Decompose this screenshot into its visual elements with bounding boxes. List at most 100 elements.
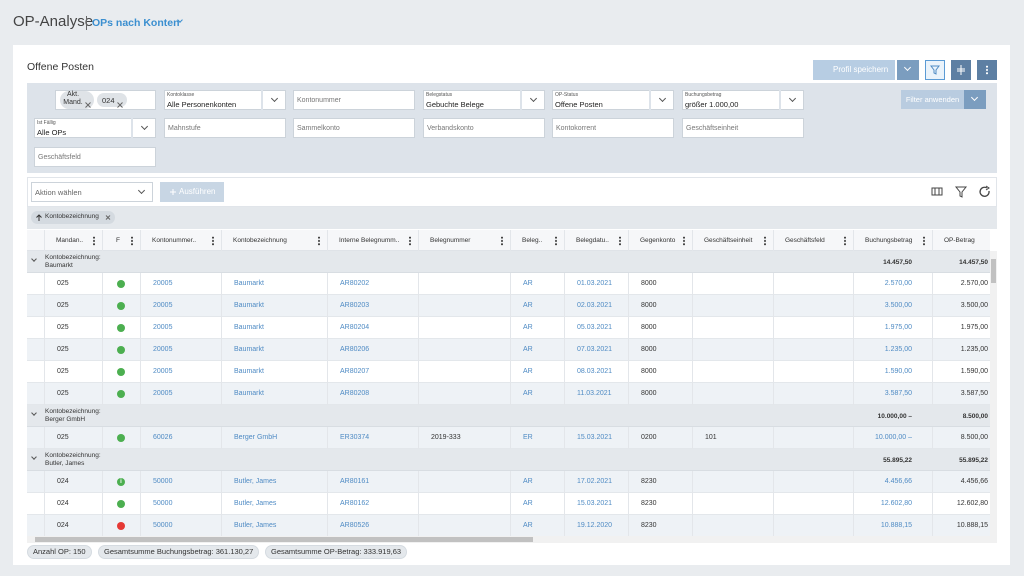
cell: 20005 bbox=[153, 390, 173, 397]
cell-divider bbox=[102, 493, 103, 515]
column-header[interactable]: Interne Belegnumm.. bbox=[339, 237, 400, 244]
cell-divider bbox=[564, 515, 565, 537]
data-row[interactable] bbox=[27, 383, 990, 405]
apply-filter-menu[interactable] bbox=[964, 90, 986, 109]
cell: Butler, James bbox=[234, 500, 277, 507]
cell-divider bbox=[853, 427, 854, 449]
column-menu[interactable] bbox=[683, 236, 685, 246]
mandant-chip[interactable] bbox=[97, 93, 127, 107]
filter-field[interactable] bbox=[682, 118, 804, 138]
filter-field[interactable] bbox=[34, 118, 156, 138]
filter-field[interactable] bbox=[552, 118, 674, 138]
remove-icon[interactable] bbox=[116, 96, 124, 108]
filter-value: Alle Personenkonten bbox=[167, 100, 237, 109]
column-menu[interactable] bbox=[212, 236, 214, 246]
column-header[interactable]: Belegdatu.. bbox=[576, 237, 609, 244]
save-profile-button[interactable]: Profil speichern bbox=[813, 60, 895, 80]
filter-field[interactable] bbox=[682, 90, 804, 110]
data-row[interactable] bbox=[27, 361, 990, 383]
data-row[interactable] bbox=[27, 339, 990, 361]
cell-divider bbox=[102, 295, 103, 317]
column-menu[interactable] bbox=[923, 236, 925, 246]
filter-field[interactable] bbox=[552, 90, 674, 110]
column-header[interactable]: Gegenkonto bbox=[640, 237, 676, 244]
save-profile-menu[interactable] bbox=[897, 60, 919, 80]
cell-divider bbox=[628, 295, 629, 317]
layout-button[interactable] bbox=[951, 60, 971, 80]
column-header[interactable]: OP-Betrag bbox=[944, 237, 975, 244]
filter-field[interactable] bbox=[164, 118, 286, 138]
filter-field[interactable] bbox=[423, 118, 545, 138]
cell-divider bbox=[628, 383, 629, 405]
column-header[interactable]: Kontonummer.. bbox=[152, 237, 197, 244]
data-row[interactable] bbox=[27, 427, 990, 449]
group-chip[interactable] bbox=[31, 211, 115, 224]
run-button[interactable] bbox=[160, 182, 224, 202]
column-divider bbox=[564, 230, 565, 251]
column-menu[interactable] bbox=[764, 236, 766, 246]
action-select[interactable] bbox=[31, 182, 153, 202]
cell-divider bbox=[628, 515, 629, 537]
apply-filter-button[interactable]: Filter anwenden bbox=[901, 90, 964, 109]
field-divider bbox=[779, 90, 781, 110]
cell-divider bbox=[853, 317, 854, 339]
data-row[interactable] bbox=[27, 295, 990, 317]
filter-field[interactable] bbox=[423, 90, 545, 110]
group-total: 10.000,00 – bbox=[877, 413, 912, 420]
cell: 10.000,00 – bbox=[875, 434, 912, 441]
column-menu[interactable] bbox=[131, 236, 133, 246]
column-header[interactable]: Buchungsbetrag bbox=[865, 237, 913, 244]
column-menu[interactable] bbox=[555, 236, 557, 246]
column-header[interactable]: Geschäftsfeld bbox=[785, 237, 825, 244]
cell: 8000 bbox=[641, 346, 657, 353]
column-menu[interactable] bbox=[619, 236, 621, 246]
data-row[interactable] bbox=[27, 273, 990, 295]
filter-toggle[interactable] bbox=[925, 60, 945, 80]
group-total: 14.457,50 bbox=[959, 259, 988, 266]
cell-divider bbox=[327, 383, 328, 405]
cell-divider bbox=[44, 471, 45, 493]
cell: 1.235,00 bbox=[960, 346, 988, 353]
data-row[interactable] bbox=[27, 317, 990, 339]
data-row[interactable] bbox=[27, 471, 990, 493]
cell-divider bbox=[510, 471, 511, 493]
column-header[interactable]: Geschäftseinheit bbox=[704, 237, 753, 244]
cell-divider bbox=[853, 471, 854, 493]
column-header[interactable]: Mandan.. bbox=[56, 237, 84, 244]
cell-divider bbox=[692, 339, 693, 361]
filter-field[interactable] bbox=[34, 147, 156, 167]
column-menu[interactable] bbox=[93, 236, 95, 246]
filter-field[interactable] bbox=[293, 118, 415, 138]
column-menu[interactable] bbox=[318, 236, 320, 246]
cell: 19.12.2020 bbox=[577, 522, 613, 529]
column-header[interactable]: Beleg.. bbox=[522, 237, 543, 244]
cell: 025 bbox=[57, 302, 69, 309]
column-menu[interactable] bbox=[409, 236, 411, 246]
cell: AR80207 bbox=[340, 368, 370, 375]
cell-divider bbox=[773, 339, 774, 361]
remove-icon[interactable] bbox=[84, 96, 92, 108]
cell-divider bbox=[773, 515, 774, 537]
cell-divider bbox=[44, 339, 45, 361]
column-header[interactable]: Kontobezeichnung bbox=[233, 237, 287, 244]
filter-field[interactable] bbox=[164, 90, 286, 110]
grid-icons[interactable] bbox=[930, 184, 994, 200]
status-icon bbox=[117, 522, 125, 530]
column-menu[interactable] bbox=[501, 236, 503, 246]
summary-chip: Anzahl OP: 150 bbox=[27, 545, 92, 559]
cell-divider bbox=[418, 317, 419, 339]
status-icon bbox=[117, 324, 125, 332]
view-select[interactable]: OPs nach Konten bbox=[92, 17, 180, 29]
cell: 025 bbox=[57, 346, 69, 353]
filter-field[interactable] bbox=[293, 90, 415, 110]
cell-divider bbox=[327, 361, 328, 383]
cell: AR bbox=[523, 280, 533, 287]
cell-divider bbox=[773, 493, 774, 515]
cell-divider bbox=[418, 361, 419, 383]
more-button[interactable] bbox=[977, 60, 997, 80]
column-menu[interactable] bbox=[844, 236, 846, 246]
data-row[interactable] bbox=[27, 493, 990, 515]
cell-divider bbox=[221, 471, 222, 493]
column-header[interactable]: Belegnummer bbox=[430, 237, 471, 244]
column-header[interactable]: F bbox=[116, 237, 120, 244]
